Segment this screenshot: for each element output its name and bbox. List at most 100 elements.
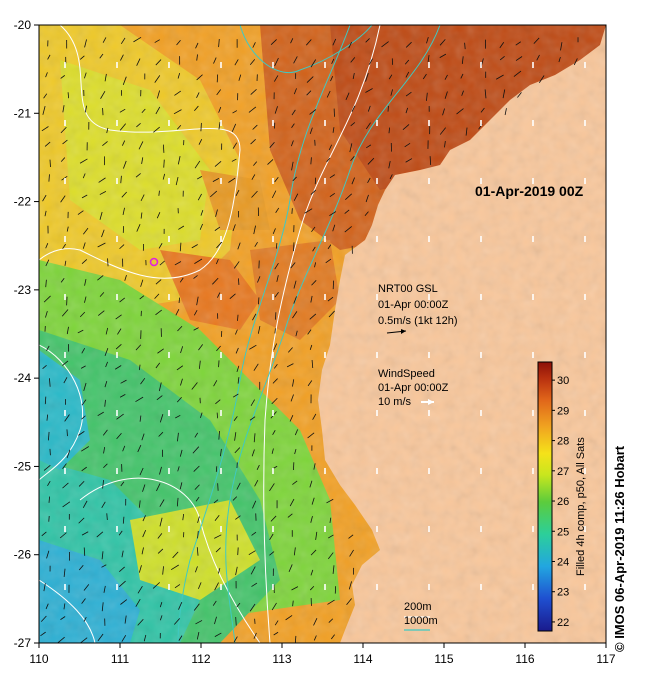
current-arrow — [121, 191, 127, 198]
current-arrow — [195, 42, 199, 49]
current-arrow — [350, 57, 356, 63]
current-arrow — [135, 173, 141, 178]
current-arrow — [349, 549, 354, 557]
current-arrow — [273, 343, 278, 351]
current-arrow — [123, 160, 127, 169]
current-arrow — [182, 513, 185, 521]
current-arrow — [250, 399, 256, 406]
current-arrow — [120, 379, 127, 384]
location-marker — [149, 257, 159, 267]
current-arrow — [124, 275, 127, 281]
current-arrow — [59, 532, 67, 539]
current-arrow — [82, 242, 86, 249]
current-arrow — [78, 431, 85, 436]
current-arrow — [122, 516, 125, 524]
current-arrow — [309, 585, 315, 591]
current-arrow — [248, 106, 257, 113]
current-arrow — [251, 449, 255, 457]
current-arrow — [97, 310, 105, 316]
current-arrow — [404, 142, 411, 148]
current-arrow — [271, 190, 277, 199]
current-arrow — [329, 174, 335, 179]
current-arrow — [367, 177, 371, 184]
current-arrow — [196, 547, 199, 556]
current-arrow — [43, 93, 48, 99]
current-arrow — [101, 501, 106, 509]
current-arrow — [235, 515, 241, 520]
current-arrow — [214, 632, 222, 637]
current-arrow — [311, 280, 317, 286]
current-arrow — [332, 38, 337, 46]
current-arrow — [102, 429, 108, 436]
current-arrow — [275, 207, 280, 213]
wind-scale-arrowhead — [428, 399, 434, 405]
current-arrow — [82, 173, 86, 179]
y-tick-label: -25 — [14, 459, 32, 473]
current-arrow — [236, 365, 240, 372]
current-arrow — [329, 192, 336, 198]
current-arrow — [79, 158, 88, 164]
current-arrow — [179, 482, 183, 490]
current-arrow — [312, 246, 316, 252]
current-arrow — [84, 72, 87, 79]
current-arrow — [177, 124, 182, 130]
current-arrow — [305, 39, 312, 46]
current-arrow — [427, 54, 430, 63]
current-arrow — [62, 360, 69, 366]
current-arrow — [273, 364, 278, 369]
current-arrow — [270, 39, 277, 45]
current-arrow — [368, 58, 373, 65]
current-arrow — [307, 432, 315, 439]
current-arrow — [442, 108, 445, 116]
current-arrow — [465, 127, 468, 136]
current-arrow — [444, 74, 448, 80]
current-arrow — [200, 412, 203, 419]
current-arrow — [422, 73, 427, 80]
y-tick-label: -24 — [14, 371, 32, 385]
current-arrow — [97, 242, 106, 248]
current-arrow — [367, 105, 371, 112]
current-arrow — [251, 190, 258, 198]
current-arrow — [309, 480, 313, 488]
current-arrow — [197, 582, 202, 590]
current-arrow — [66, 449, 71, 459]
current-arrow — [152, 582, 161, 589]
current-arrow — [197, 193, 202, 201]
current-arrow — [198, 344, 204, 351]
current-arrow — [48, 431, 50, 441]
current-arrow — [47, 480, 51, 486]
current-legend-time: 01-Apr 00:00Z — [378, 299, 449, 311]
current-arrow — [285, 615, 293, 621]
current-arrow — [236, 482, 241, 490]
current-arrow — [257, 276, 261, 283]
current-arrow — [142, 484, 146, 492]
current-arrow — [502, 89, 506, 99]
current-arrow — [195, 566, 198, 573]
colorbar — [537, 361, 553, 632]
current-arrow — [233, 636, 238, 643]
current-arrow — [159, 517, 163, 527]
current-arrow — [45, 279, 47, 288]
current-arrow — [170, 564, 179, 571]
current-arrow — [83, 584, 90, 591]
current-arrow — [102, 37, 107, 43]
y-tick-label: -27 — [14, 636, 32, 650]
current-arrow — [197, 530, 199, 539]
current-arrow — [199, 360, 201, 369]
current-arrow — [258, 297, 260, 305]
current-arrow — [291, 109, 296, 116]
current-arrow — [179, 449, 183, 457]
current-arrow — [45, 603, 49, 610]
current-arrow — [269, 533, 274, 540]
current-arrow — [99, 190, 107, 195]
current-arrow — [235, 189, 240, 196]
current-arrow — [180, 378, 183, 386]
current-arrow — [155, 279, 162, 285]
current-arrow — [276, 275, 279, 282]
current-arrow — [139, 415, 142, 422]
current-arrow — [327, 244, 332, 250]
current-arrow — [349, 143, 353, 153]
current-arrow — [174, 584, 181, 589]
colorbar-tick-label: 22 — [557, 617, 569, 629]
